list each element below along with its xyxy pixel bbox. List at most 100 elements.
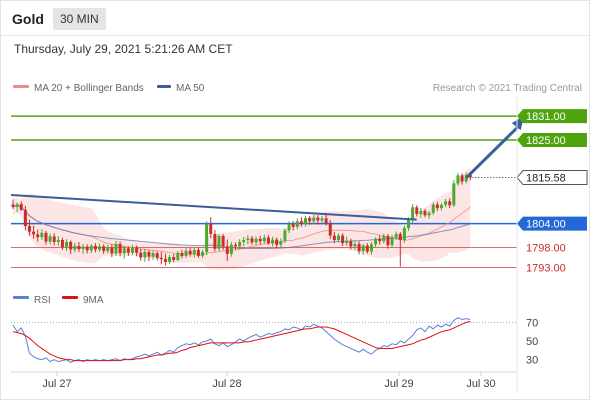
candle-body [382,235,386,242]
candle [77,241,81,252]
candle-body [271,239,275,244]
candle-body [110,247,114,254]
candle [98,243,102,252]
candle-body [411,207,415,221]
candle-body [468,175,472,178]
ma50-legend-swatch [157,85,171,88]
x-tick-label: Jul 28 [212,378,241,390]
candle [118,241,122,257]
copyright-label: Research © 2021 Trading Central [433,83,582,94]
candle-body [81,246,85,250]
candle-body [196,249,200,256]
candle [151,250,155,260]
candle-body [328,223,332,236]
candle [155,251,159,261]
candle [365,243,369,254]
candle-body [11,204,15,207]
moving-averages [12,205,471,255]
candle [163,253,167,266]
resistance-marker: 1825.00 [517,133,587,148]
candle [349,238,353,250]
candle [423,208,427,218]
candle-body [192,249,196,255]
candle [56,235,60,246]
candle-body [390,237,394,246]
candle-body [407,220,411,229]
candle [135,245,139,257]
resistance-label: 1831.00 [526,111,566,123]
pivot-marker: 1804.00 [517,216,587,231]
candle [48,233,52,245]
trendline [10,193,417,221]
timeframe-button[interactable]: 30 MIN [53,8,106,30]
x-axis: Jul 27 Jul 28 Jul 29 Jul 30 [42,372,496,390]
candle-body [361,245,365,252]
candle-body [386,235,390,246]
candle [205,221,209,256]
candle-body [168,257,172,262]
candle [11,199,15,209]
candle [122,245,126,259]
candle [394,231,398,240]
candle [172,253,176,263]
candle [435,201,439,211]
candle-body [431,204,435,213]
candle [242,236,246,247]
candle [60,237,64,250]
candle-body [155,253,159,258]
candle-body [238,241,242,247]
candle-body [44,232,48,242]
candle [328,220,332,240]
candle-body [163,259,167,262]
ma50-line [12,205,471,250]
candle-body [336,235,340,240]
last-price-box [516,170,588,186]
candle [196,247,200,258]
candles [11,172,472,267]
candle [168,254,172,264]
symbol-title: Gold [12,11,44,27]
chart-header: Gold 30 MIN [1,1,589,36]
candle [130,244,134,255]
candle [69,240,73,254]
candle-body [444,201,448,205]
candle [143,248,147,262]
candle [32,225,36,239]
candle-body [402,228,406,240]
candle [382,233,386,244]
candle [73,242,77,253]
candle [93,243,97,253]
candle [266,235,270,245]
candle-body [73,245,77,250]
candle-body [89,245,93,251]
candle-body [415,207,419,215]
candle-body [139,252,143,258]
candle [188,247,192,257]
candle [110,244,114,258]
candle [44,230,48,245]
candle-body [419,210,423,215]
bb-legend-label: MA 20 + Bollinger Bands [34,83,144,94]
resistance-label: 1825.00 [526,135,566,147]
candle [229,241,233,257]
candle [184,247,188,258]
candle [238,239,242,250]
candle [464,172,468,184]
candle [85,244,89,254]
candle [378,235,382,245]
candle [415,205,419,217]
candle [320,216,324,224]
candle-body [65,241,69,248]
candle-body [304,218,308,225]
datetime-label: Thursday, July 29, 2021 5:21:26 AM CET [14,42,233,56]
resistance-box [517,109,587,124]
rsi-tick-label: 70 [526,317,538,329]
resistance-box [517,133,587,148]
candle [419,208,423,218]
candle [336,233,340,243]
candle-body [275,239,279,245]
candle-body [19,204,23,210]
candle-body [452,183,456,206]
candle [275,237,279,248]
